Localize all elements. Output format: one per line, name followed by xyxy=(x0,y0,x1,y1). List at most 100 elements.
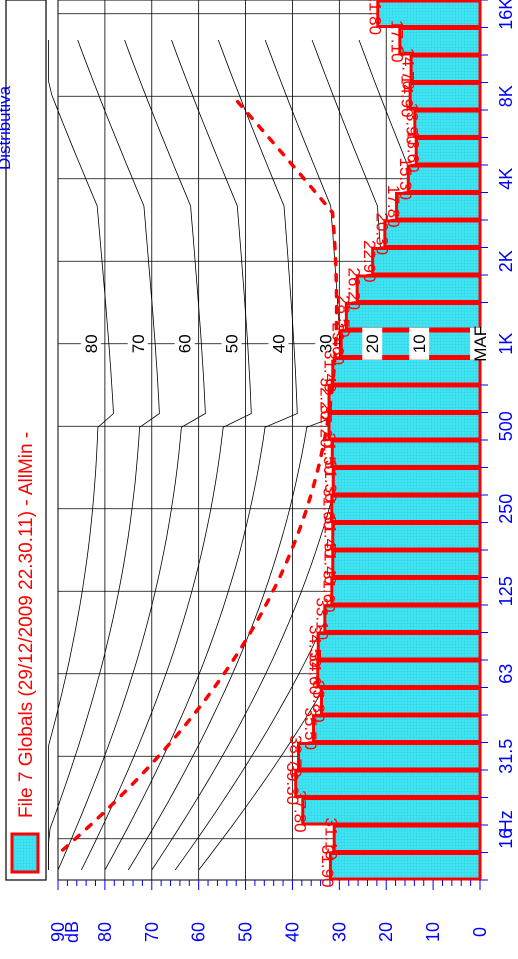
value-label-19: 29.60 xyxy=(329,322,348,365)
x-tick-label-10: 16K xyxy=(496,0,516,30)
value-label-0: 31.90 xyxy=(318,845,337,888)
y-tick-label-90: 90 xyxy=(48,922,68,942)
bar-10 xyxy=(330,577,482,606)
loudness-curve-70 xyxy=(48,39,160,870)
x-axis-unit: Hz xyxy=(496,810,516,832)
bar-13 xyxy=(330,494,482,523)
bar-28 xyxy=(408,82,482,111)
contour-label-bg-6 xyxy=(362,327,383,360)
contour-label-70: 70 xyxy=(129,334,148,353)
y-tick-label-10: 10 xyxy=(423,922,443,942)
y-tick-label-40: 40 xyxy=(282,922,302,942)
x-tick-label-3: 125 xyxy=(496,576,516,606)
contour-label-20: 20 xyxy=(363,334,382,353)
contour-label-bg-3 xyxy=(221,327,242,360)
header-frame xyxy=(5,0,47,881)
contour-label-bg-4 xyxy=(268,327,289,360)
x-tick-label-1: 31.5 xyxy=(496,739,516,774)
value-label-21: 26.20 xyxy=(345,267,364,310)
value-label-31: 21.80 xyxy=(365,0,384,35)
bar-18 xyxy=(331,357,482,386)
bar-4 xyxy=(297,742,482,771)
x-tick-label-5: 500 xyxy=(496,411,516,441)
threshold-dotted-curve xyxy=(60,98,339,852)
bars-layer xyxy=(294,0,482,881)
x-tick-label-6: 1K xyxy=(496,333,516,355)
x-tick-label-0: 16 xyxy=(496,829,516,849)
bar-29 xyxy=(409,54,482,83)
bar-24 xyxy=(395,192,482,221)
threshold-curve xyxy=(60,98,339,852)
bar-21 xyxy=(355,274,482,303)
bar-31 xyxy=(376,0,482,28)
value-label-16: 32.20 xyxy=(317,405,336,448)
value-label-26: 13.60 xyxy=(404,130,423,173)
value-label-2: 37.80 xyxy=(290,790,309,833)
legend-swatch xyxy=(10,832,40,874)
bar-5 xyxy=(312,714,482,743)
bar-6 xyxy=(320,687,482,716)
value-label-5: 35.50 xyxy=(301,707,320,750)
bar-23 xyxy=(383,219,482,248)
value-label-12: 31.40 xyxy=(320,515,339,558)
loudness-curve-40 xyxy=(104,39,298,871)
value-label-28: 14.90 xyxy=(398,75,417,118)
bar-16 xyxy=(327,412,482,441)
y-tick-label-20: 20 xyxy=(376,922,396,942)
contour-label-50: 50 xyxy=(223,334,242,353)
value-label-30: 17.10 xyxy=(387,20,406,63)
value-label-25: 15.30 xyxy=(396,157,415,200)
value-label-29: 14.70 xyxy=(399,47,418,90)
contour-label-bg-8 xyxy=(470,327,490,360)
bar-12 xyxy=(331,522,482,551)
value-label-1: 31.10 xyxy=(322,817,341,860)
value-label-14: 31.30 xyxy=(321,460,340,503)
bar-30 xyxy=(398,27,482,56)
value-label-20: 28.50 xyxy=(334,295,353,338)
value-label-13: 31.60 xyxy=(319,487,338,530)
bar-20 xyxy=(344,302,482,331)
y-tick-label-80: 80 xyxy=(95,922,115,942)
value-label-24: 17.80 xyxy=(384,185,403,228)
loudness-curve-30 xyxy=(127,39,344,871)
value-label-3: 39.30 xyxy=(283,762,302,805)
value-label-23: 20.30 xyxy=(372,212,391,255)
contour-labels: 80 70 60 50 40 30 20 10 MAF xyxy=(80,326,490,362)
y-tick-label-50: 50 xyxy=(236,922,256,942)
contour-label-30: 30 xyxy=(316,334,335,353)
y-tick-label-70: 70 xyxy=(142,922,162,942)
value-label-6: 33.80 xyxy=(309,680,328,723)
bar-25 xyxy=(406,164,482,193)
bar-11 xyxy=(331,549,482,578)
contour-label-bg-5 xyxy=(315,327,336,360)
value-label-7: 34.60 xyxy=(305,652,324,695)
bar-15 xyxy=(330,439,482,468)
bar-2 xyxy=(301,797,482,826)
bar-0 xyxy=(328,852,482,881)
loudness-curve-50 xyxy=(81,39,252,871)
loudness-curve-60 xyxy=(57,39,206,871)
contour-label-bg-1 xyxy=(127,327,148,360)
value-label-15: 31.50 xyxy=(320,432,339,475)
bar-26 xyxy=(414,137,482,166)
contour-label-bg-0 xyxy=(80,327,101,360)
chart-title: File 7 Globals (29/12/2009 22.30.11) - A… xyxy=(16,432,37,818)
contour-label-80: 80 xyxy=(82,334,101,353)
bar-3 xyxy=(294,769,482,798)
x-tick-label-9: 8K xyxy=(496,85,516,107)
contour-label-bg-7 xyxy=(409,327,430,360)
value-label-18: 31.40 xyxy=(320,350,339,393)
chart-subtitle: Distributiva xyxy=(0,85,14,170)
x-tick-label-4: 250 xyxy=(496,494,516,524)
value-label-9: 33.10 xyxy=(312,597,331,640)
bar-8 xyxy=(316,632,482,661)
bar-27 xyxy=(413,109,482,138)
bar-7 xyxy=(316,659,482,688)
x-tick-label-8: 4K xyxy=(496,168,516,190)
value-label-8: 34.50 xyxy=(306,625,325,668)
value-label-4: 38.70 xyxy=(286,735,305,778)
x-tick-label-7: 2K xyxy=(496,250,516,272)
